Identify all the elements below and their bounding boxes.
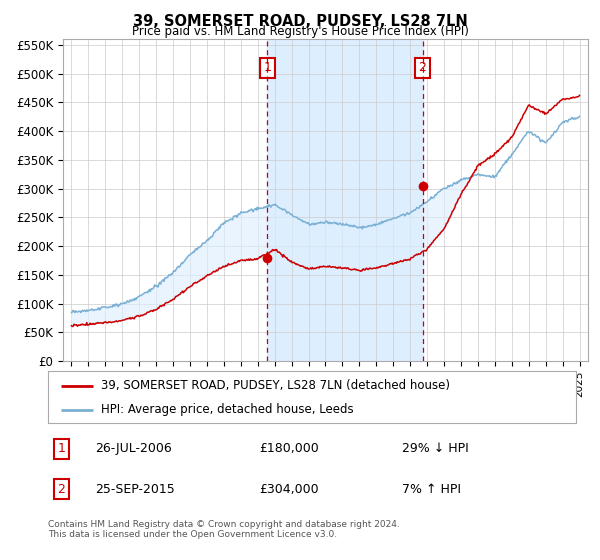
Text: Contains HM Land Registry data © Crown copyright and database right 2024.
This d: Contains HM Land Registry data © Crown c… — [48, 520, 400, 539]
Text: 2: 2 — [419, 62, 427, 74]
Text: 25-SEP-2015: 25-SEP-2015 — [95, 483, 175, 496]
Text: £304,000: £304,000 — [259, 483, 319, 496]
Text: 1: 1 — [57, 442, 65, 455]
Text: £180,000: £180,000 — [259, 442, 319, 455]
Bar — [267, 39, 422, 361]
Text: Price paid vs. HM Land Registry's House Price Index (HPI): Price paid vs. HM Land Registry's House … — [131, 25, 469, 38]
Text: 39, SOMERSET ROAD, PUDSEY, LS28 7LN: 39, SOMERSET ROAD, PUDSEY, LS28 7LN — [133, 14, 467, 29]
Text: HPI: Average price, detached house, Leeds: HPI: Average price, detached house, Leed… — [101, 403, 353, 417]
Text: 39, SOMERSET ROAD, PUDSEY, LS28 7LN (detached house): 39, SOMERSET ROAD, PUDSEY, LS28 7LN (det… — [101, 379, 450, 392]
Text: 7% ↑ HPI: 7% ↑ HPI — [402, 483, 461, 496]
Text: 29% ↓ HPI: 29% ↓ HPI — [402, 442, 469, 455]
Text: 1: 1 — [263, 62, 271, 74]
Text: 26-JUL-2006: 26-JUL-2006 — [95, 442, 172, 455]
Text: 2: 2 — [57, 483, 65, 496]
